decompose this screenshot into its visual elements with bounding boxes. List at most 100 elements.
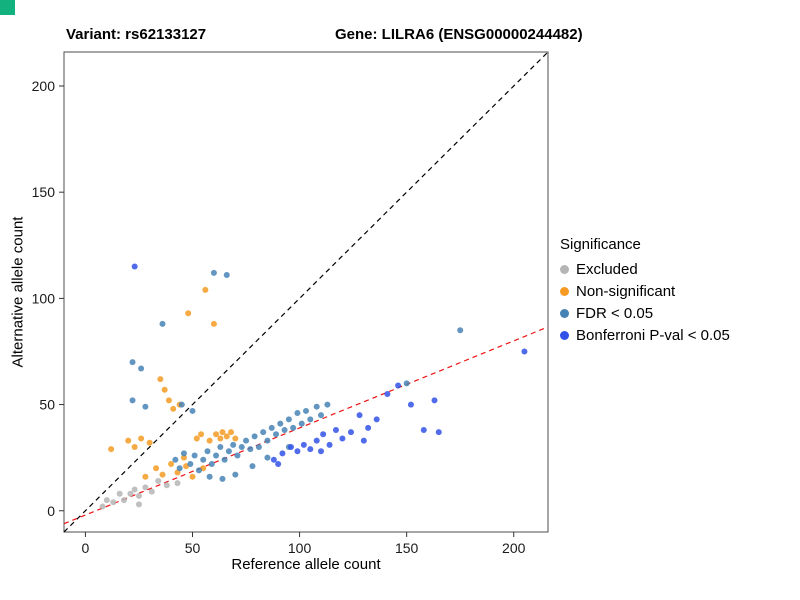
data-point (326, 441, 333, 448)
data-point (131, 486, 138, 493)
data-point (210, 320, 217, 327)
data-point (219, 475, 226, 482)
data-point (303, 407, 309, 414)
data-point (223, 433, 230, 440)
legend: Significance Excluded Non-significant FD… (560, 236, 730, 346)
data-point (247, 446, 254, 453)
data-point (228, 429, 235, 436)
data-point (285, 416, 292, 423)
data-point (153, 465, 160, 472)
data-point (360, 437, 367, 444)
data-point (163, 482, 170, 489)
legend-swatch-fdr (560, 308, 569, 318)
data-point (232, 435, 239, 442)
data-point (148, 488, 155, 495)
data-point (161, 386, 168, 393)
data-point (275, 461, 282, 468)
data-point (185, 310, 192, 317)
y-axis-label: Alternative allele count (9, 216, 27, 368)
data-point (356, 412, 363, 419)
data-point (365, 424, 372, 431)
data-point (294, 448, 301, 455)
data-point (317, 412, 324, 419)
data-point (230, 441, 237, 448)
legend-label-bonferroni: Bonferroni P-val < 0.05 (576, 326, 730, 344)
data-point (347, 429, 354, 436)
data-point (129, 397, 136, 404)
data-point (210, 269, 217, 276)
x-tick-label: 150 (395, 540, 419, 556)
data-point (142, 403, 149, 410)
x-tick-label: 0 (82, 540, 90, 556)
data-point (174, 480, 181, 487)
data-point (168, 461, 175, 468)
data-point (339, 435, 346, 442)
data-point (198, 431, 205, 438)
y-tick-label: 0 (47, 503, 55, 519)
data-point (290, 424, 297, 431)
data-point (300, 441, 307, 448)
data-point (159, 320, 166, 327)
data-point (193, 435, 200, 442)
legend-item-fdr: FDR < 0.05 (560, 302, 730, 324)
legend-label-non-significant: Non-significant (576, 282, 676, 300)
data-point (138, 435, 145, 442)
y-tick-label: 200 (32, 78, 56, 94)
data-point (264, 437, 271, 444)
data-point (142, 484, 149, 491)
legend-title: Significance (560, 236, 641, 253)
data-point (255, 444, 262, 451)
legend-item-excluded: Excluded (560, 258, 730, 280)
data-point (120, 497, 127, 504)
x-tick-label: 100 (288, 540, 312, 556)
data-point (138, 365, 145, 372)
data-point (273, 431, 280, 438)
data-point (180, 454, 187, 461)
data-point (159, 471, 166, 478)
data-point (313, 403, 320, 410)
legend-label-fdr: FDR < 0.05 (576, 304, 654, 322)
data-point (172, 456, 179, 463)
data-point (298, 420, 305, 427)
data-point (435, 429, 442, 436)
data-point (127, 490, 134, 497)
data-point (129, 359, 136, 366)
legend-swatch-bonferroni (560, 330, 569, 340)
data-point (176, 465, 183, 472)
corner-tab (0, 0, 15, 15)
gene-title: Gene: LILRA6 (ENSG00000244482) (335, 26, 583, 43)
data-point (277, 420, 284, 427)
legend-swatch-non-significant (560, 286, 569, 296)
data-point (234, 452, 241, 459)
data-point (279, 450, 286, 457)
data-point (103, 497, 110, 504)
data-point (213, 452, 220, 459)
data-point (251, 433, 258, 440)
data-point (204, 448, 211, 455)
data-point (206, 473, 213, 480)
data-point (324, 401, 331, 408)
data-point (99, 503, 106, 510)
data-point (457, 327, 464, 334)
data-point (206, 437, 213, 444)
x-tick-label: 200 (502, 540, 526, 556)
data-point (431, 397, 438, 404)
y-tick-label: 100 (32, 290, 56, 306)
data-point (125, 437, 132, 444)
data-point (264, 454, 271, 461)
data-point (131, 263, 138, 270)
data-point (373, 416, 380, 423)
data-point (170, 405, 177, 412)
data-point (232, 471, 239, 478)
data-point (146, 439, 153, 446)
data-point (155, 478, 162, 485)
identity-line (63, 51, 549, 533)
data-point (200, 456, 207, 463)
data-point (142, 473, 149, 480)
data-point (180, 450, 187, 457)
data-point (270, 456, 277, 463)
data-point (110, 499, 117, 506)
data-point (189, 407, 196, 414)
